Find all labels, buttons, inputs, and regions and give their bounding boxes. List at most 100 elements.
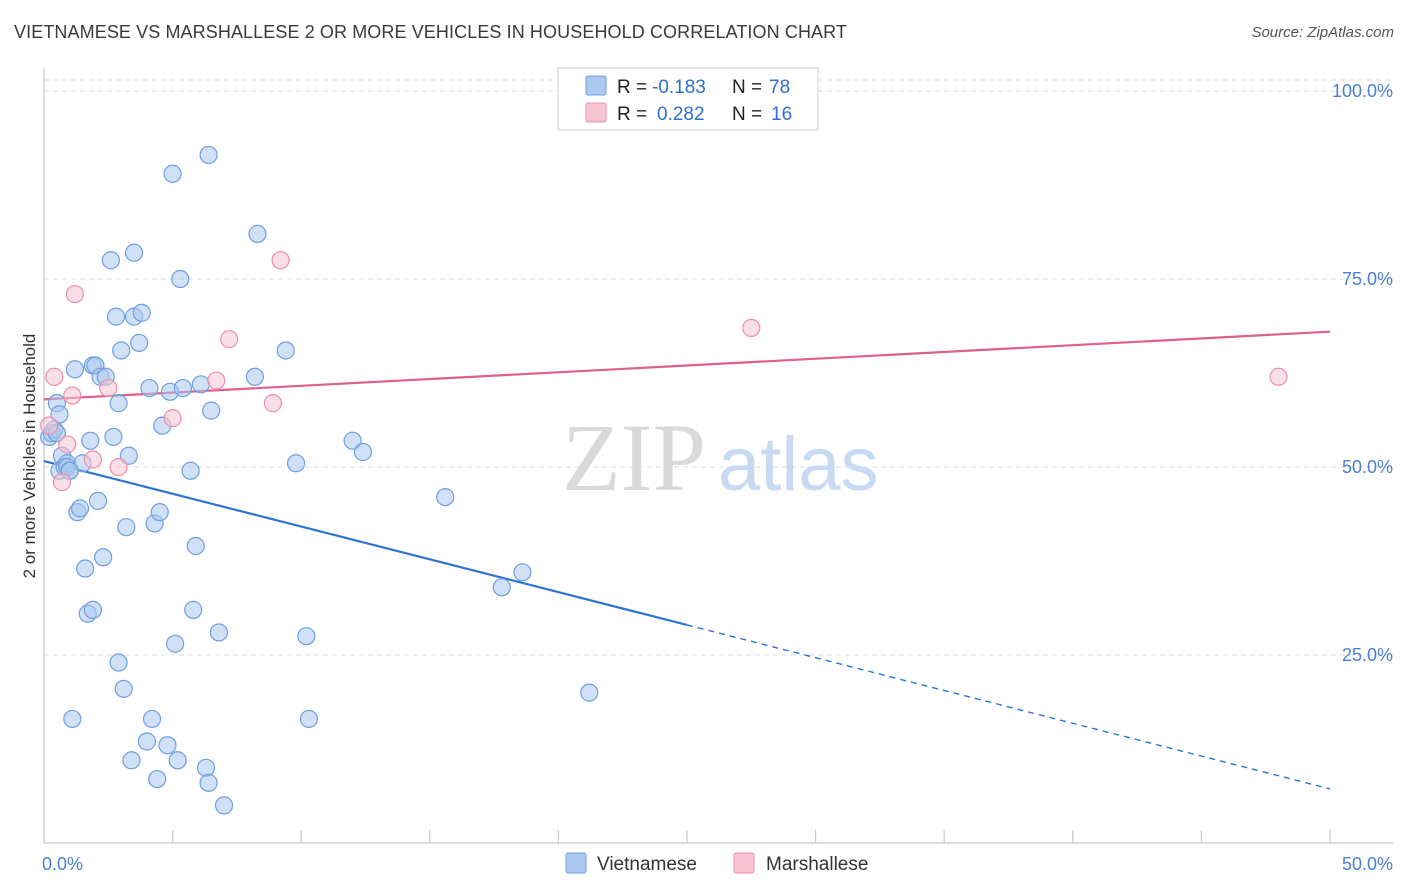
legend-n-label-marshallese: N =	[732, 104, 762, 125]
watermark-zip: ZIP	[562, 404, 706, 511]
source-label: Source: ZipAtlas.com	[1251, 24, 1394, 41]
x-tick-label: 50.0%	[1342, 854, 1393, 874]
y-tick-label: 100.0%	[1332, 81, 1393, 101]
point-vietnamese	[109, 653, 128, 672]
point-marshallese	[220, 330, 239, 349]
point-marshallese	[99, 378, 118, 398]
watermark: ZIP atlas	[562, 404, 879, 511]
point-marshallese	[207, 371, 226, 390]
point-vietnamese	[117, 518, 136, 537]
y-tick-label: 75.0%	[1342, 269, 1393, 289]
series-legend-label-marshallese: Marshallese	[766, 854, 868, 875]
trend-lines	[43, 330, 1331, 790]
point-vietnamese	[83, 600, 102, 619]
point-vietnamese	[63, 709, 82, 729]
point-vietnamese	[299, 709, 319, 729]
point-marshallese	[1269, 367, 1288, 386]
x-tick-labels: 0.0% 50.0%	[42, 854, 1393, 874]
legend-r-label-marshallese: R =	[617, 104, 647, 125]
point-marshallese	[40, 416, 59, 435]
point-marshallese	[742, 318, 761, 338]
point-marshallese	[52, 472, 72, 492]
point-vietnamese	[65, 360, 84, 379]
series-legend-swatch-vietnamese	[565, 852, 587, 874]
point-marshallese	[63, 386, 82, 405]
point-vietnamese	[248, 224, 267, 244]
legend-n-value-vietnamese: 78	[769, 77, 790, 98]
point-vietnamese	[209, 623, 228, 642]
point-marshallese	[109, 457, 128, 477]
data-points	[40, 145, 1288, 815]
point-vietnamese	[130, 333, 149, 353]
point-marshallese	[263, 394, 283, 413]
point-vietnamese	[70, 499, 90, 518]
y-axis-label: 2 or more Vehicles in Household	[20, 334, 39, 579]
point-vietnamese	[104, 427, 123, 447]
legend-r-value-vietnamese: -0.183	[652, 77, 706, 98]
point-vietnamese	[163, 164, 182, 183]
gridlines	[44, 79, 1393, 656]
y-tick-label: 50.0%	[1342, 457, 1393, 477]
point-vietnamese	[214, 796, 234, 815]
series-legend-label-vietnamese: Vietnamese	[597, 854, 697, 875]
point-vietnamese	[109, 394, 128, 413]
point-marshallese	[65, 284, 84, 304]
point-vietnamese	[245, 367, 265, 386]
series-legend: Vietnamese Marshallese	[565, 852, 868, 875]
point-vietnamese	[286, 454, 306, 473]
point-vietnamese	[119, 446, 138, 465]
point-vietnamese	[148, 769, 167, 789]
point-vietnamese	[140, 378, 159, 398]
point-vietnamese	[171, 269, 190, 289]
trend-line-vietnamese-extrapolated	[686, 624, 1331, 790]
point-marshallese	[163, 409, 182, 428]
point-vietnamese	[122, 751, 141, 770]
point-vietnamese	[186, 536, 205, 556]
watermark-atlas: atlas	[718, 422, 879, 507]
point-vietnamese	[184, 600, 203, 619]
legend-n-label-vietnamese: N =	[732, 77, 762, 98]
point-vietnamese	[137, 732, 156, 751]
point-marshallese	[271, 251, 290, 270]
point-vietnamese	[343, 431, 362, 450]
point-vietnamese	[158, 736, 177, 755]
point-vietnamese	[353, 442, 373, 462]
legend-swatch-marshallese	[585, 102, 607, 123]
series-legend-swatch-marshallese	[733, 852, 755, 874]
point-vietnamese	[202, 401, 221, 420]
point-vietnamese	[112, 341, 131, 360]
point-marshallese	[83, 450, 102, 469]
point-vietnamese	[436, 487, 455, 507]
legend-n-value-marshallese: 16	[771, 104, 792, 125]
point-vietnamese	[513, 563, 532, 582]
point-vietnamese	[132, 303, 151, 322]
point-vietnamese	[297, 627, 316, 646]
legend-r-value-marshallese: 0.282	[657, 104, 705, 125]
legend-swatch-vietnamese	[585, 75, 607, 96]
y-tick-labels: 25.0% 50.0% 75.0% 100.0%	[1332, 81, 1393, 665]
point-vietnamese	[94, 548, 113, 567]
point-marshallese	[45, 367, 64, 386]
legend-r-label-vietnamese: R =	[617, 77, 647, 98]
point-vietnamese	[199, 773, 218, 792]
stats-legend: R = -0.183 N = 78 R = 0.282 N = 16	[557, 67, 819, 131]
point-vietnamese	[101, 251, 120, 270]
y-tick-label: 25.0%	[1342, 645, 1393, 665]
point-vietnamese	[166, 634, 185, 653]
point-marshallese	[58, 435, 77, 454]
x-tick-marks	[43, 830, 1331, 843]
point-vietnamese	[88, 491, 108, 510]
point-vietnamese	[199, 145, 218, 165]
point-vietnamese	[580, 683, 599, 702]
point-vietnamese	[168, 751, 187, 770]
point-vietnamese	[124, 243, 144, 262]
point-vietnamese	[173, 378, 192, 398]
trend-line-vietnamese	[43, 459, 688, 626]
chart-title: VIETNAMESE VS MARSHALLESE 2 OR MORE VEHI…	[14, 22, 848, 42]
point-vietnamese	[276, 341, 295, 360]
point-vietnamese	[142, 709, 162, 729]
point-vietnamese	[76, 559, 95, 578]
trend-line-marshallese	[43, 330, 1331, 401]
point-vietnamese	[191, 375, 210, 394]
